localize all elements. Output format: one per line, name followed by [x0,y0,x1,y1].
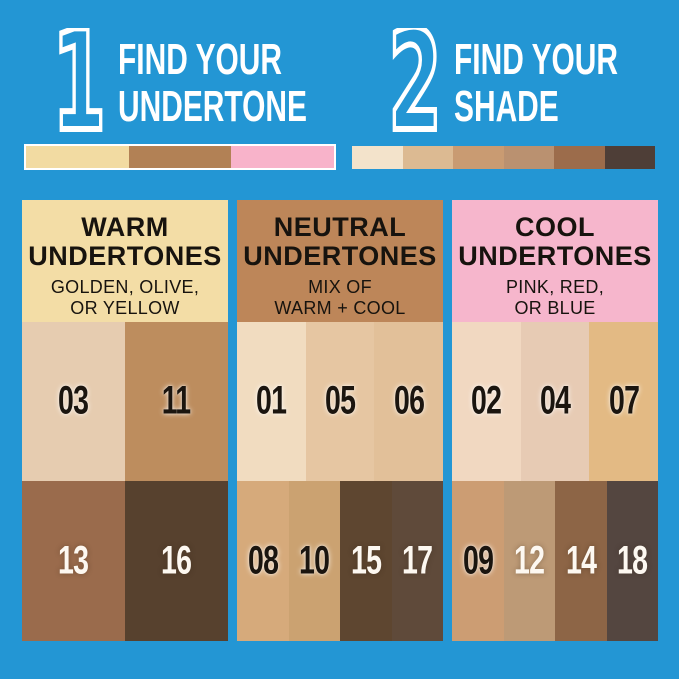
cool-title: COOL UNDERTONES [452,213,658,271]
shade-swatch-08: 08 [237,481,289,641]
shade-label-08: 08 [247,538,279,583]
shade-strip-seg-5 [554,146,605,169]
column-neutral: NEUTRAL UNDERTONES MIX OF WARM + COOL 01… [237,200,444,641]
warm-title: WARM UNDERTONES [22,213,228,271]
step-1-heading-line1: FIND YOUR [118,35,283,84]
neutral-dark-row: 08 10 15 17 [237,481,443,641]
step-2-heading: FIND YOUR SHADE [454,36,618,130]
shade-strip-seg-4 [503,146,554,169]
shade-swatch-06: 06 [374,322,444,481]
shade-label-13: 13 [58,538,89,583]
undertone-strip-neutral [128,146,232,168]
cool-subtitle-line1: PINK, RED, [505,277,605,297]
step-1-section: 1 FIND YOUR UNDERTONE [50,28,396,134]
neutral-subtitle-line2: WARM + COOL [274,298,406,318]
shade-label-12: 12 [514,538,545,583]
shade-label-15: 15 [350,538,382,583]
shade-strip [352,146,655,169]
shade-swatch-03: 03 [22,322,125,481]
column-warm: WARM UNDERTONES GOLDEN, OLIVE, OR YELLOW… [22,200,228,641]
warm-title-line2: UNDERTONES [28,241,222,271]
shade-swatch-16: 16 [125,481,228,641]
undertone-strip-cool [231,146,335,168]
step-1-heading-line2: UNDERTONE [118,82,307,131]
shade-label-02: 02 [471,378,502,424]
shade-strip-seg-1 [352,146,403,169]
column-cool: COOL UNDERTONES PINK, RED, OR BLUE 02 04… [452,200,659,641]
step-2-section: 2 FIND YOUR SHADE [386,28,679,134]
step-1-heading: FIND YOUR UNDERTONE [118,36,307,130]
neutral-subtitle: MIX OF WARM + COOL [237,277,443,319]
neutral-light-row: 01 05 06 [237,322,444,481]
neutral-title-line2: UNDERTONES [243,241,437,271]
step-1-number: 1 [52,28,106,134]
neutral-subtitle-line1: MIX OF [308,277,372,297]
warm-dark-row: 13 16 [22,481,228,641]
shade-label-07: 07 [608,378,640,424]
neutral-header: NEUTRAL UNDERTONES MIX OF WARM + COOL [237,200,443,322]
shade-label-14: 14 [565,538,597,583]
shade-label-16: 16 [161,538,192,583]
number-2-outline-icon: 2 [386,28,444,134]
shade-label-10: 10 [299,538,330,583]
shade-swatch-05: 05 [305,322,375,481]
cool-subtitle-line2: OR BLUE [514,298,596,318]
cool-subtitle: PINK, RED, OR BLUE [452,277,658,319]
shade-strip-seg-2 [402,146,453,169]
shade-swatch-12: 12 [503,481,555,641]
shade-swatch-10: 10 [288,481,340,641]
shade-label-18: 18 [617,538,648,583]
warm-title-line1: WARM [81,212,169,242]
shade-label-09: 09 [462,538,494,583]
shade-strip-seg-3 [453,146,504,169]
shade-label-11: 11 [162,378,191,424]
shade-swatch-17: 17 [391,481,443,641]
step-2-number: 2 [388,28,442,134]
shade-swatch-04: 04 [520,322,590,481]
warm-light-row: 03 11 [22,322,228,481]
shade-label-04: 04 [539,378,571,424]
warm-subtitle: GOLDEN, OLIVE, OR YELLOW [22,277,228,319]
undertone-strip [24,144,336,170]
step-2-heading-line1: FIND YOUR [454,35,619,84]
cool-header: COOL UNDERTONES PINK, RED, OR BLUE [452,200,658,322]
shade-swatch-15: 15 [340,481,392,641]
shade-swatch-02: 02 [452,322,521,481]
undertone-columns: WARM UNDERTONES GOLDEN, OLIVE, OR YELLOW… [22,200,659,641]
shade-swatch-01: 01 [237,322,306,481]
cool-light-row: 02 04 07 [452,322,659,481]
shade-label-03: 03 [58,378,89,424]
cool-dark-row: 09 12 14 18 [452,481,658,641]
warm-header: WARM UNDERTONES GOLDEN, OLIVE, OR YELLOW [22,200,228,322]
shade-swatch-18: 18 [606,481,658,641]
shade-label-01: 01 [256,378,287,424]
shade-label-06: 06 [393,378,425,424]
cool-title-line1: COOL [515,212,595,242]
shade-swatch-07: 07 [589,322,659,481]
shade-swatch-11: 11 [125,322,228,481]
warm-subtitle-line2: OR YELLOW [70,298,180,318]
shade-label-05: 05 [324,378,356,424]
neutral-title-line1: NEUTRAL [273,212,407,242]
shade-swatch-09: 09 [452,481,504,641]
warm-subtitle-line1: GOLDEN, OLIVE, [50,277,200,297]
shade-label-17: 17 [402,538,433,583]
step-2-heading-line2: SHADE [454,82,559,131]
undertone-strip-warm [26,146,129,168]
cool-title-line2: UNDERTONES [458,241,652,271]
shade-strip-seg-6 [604,146,655,169]
number-1-outline-icon: 1 [50,28,108,134]
neutral-title: NEUTRAL UNDERTONES [237,213,443,271]
shade-swatch-13: 13 [22,481,125,641]
shade-swatch-14: 14 [555,481,607,641]
